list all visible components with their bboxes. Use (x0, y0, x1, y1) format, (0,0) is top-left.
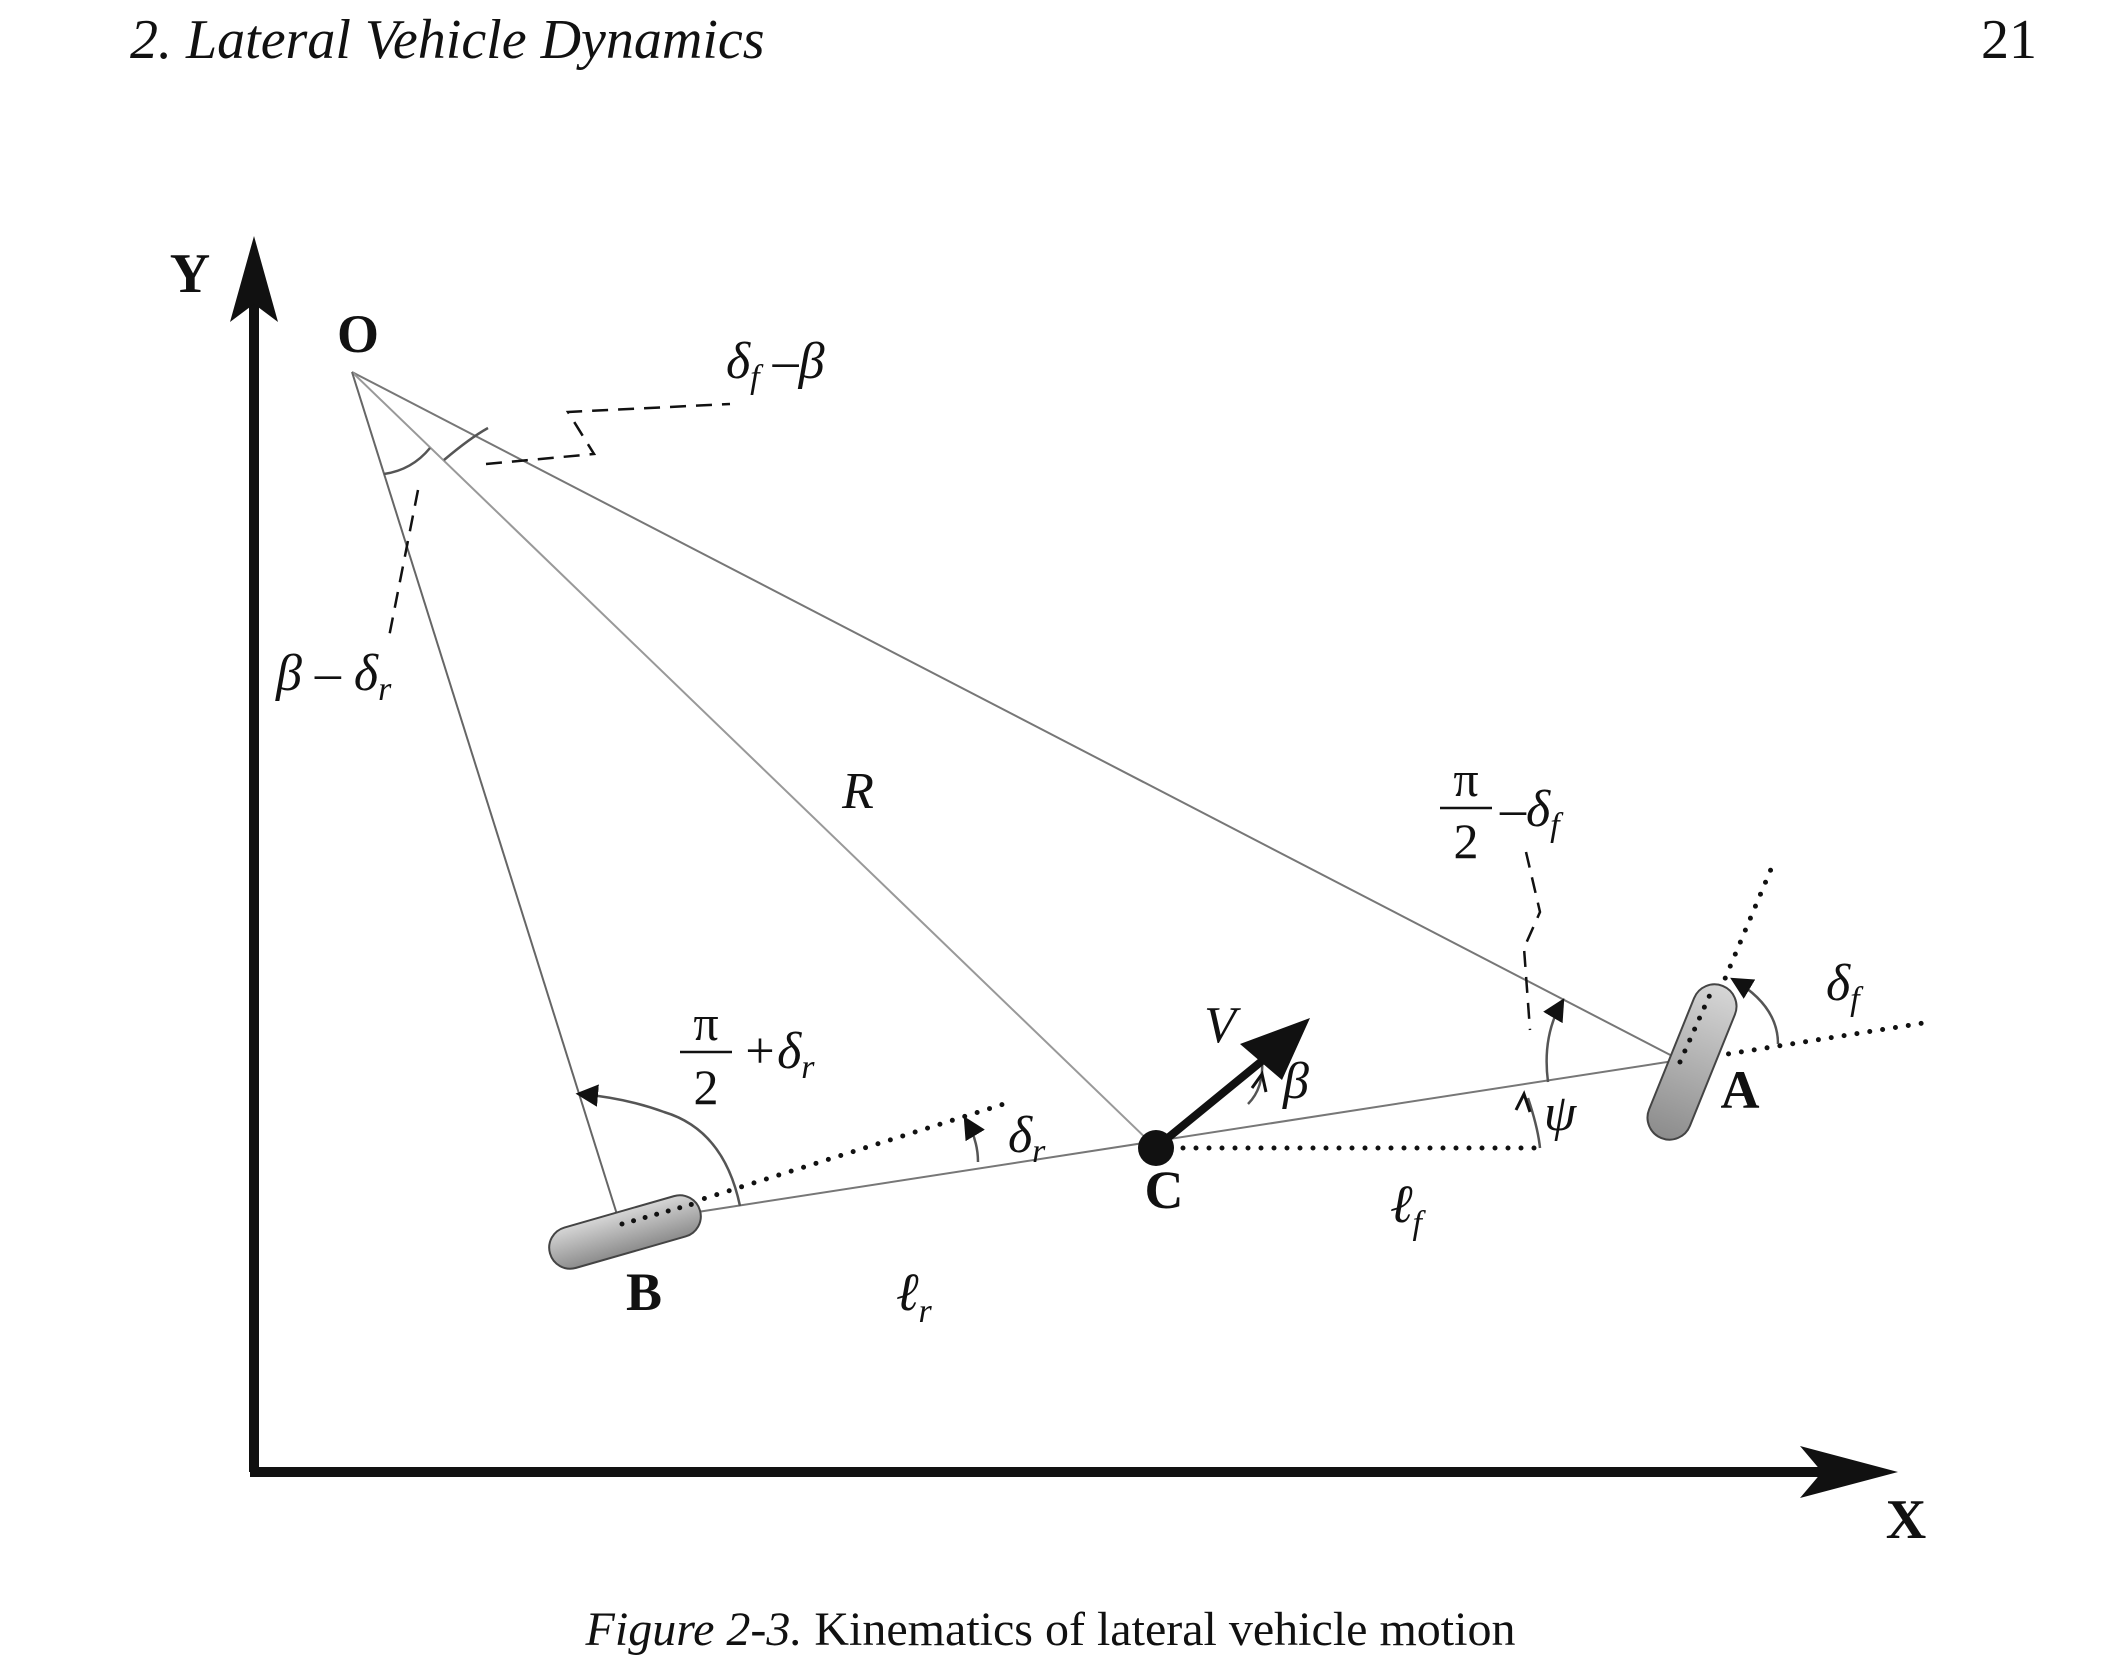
pi-plus-dr-denominator: 2 (694, 1059, 719, 1115)
arrowhead-beta (1250, 1070, 1268, 1093)
beta-minus-dr-main: β – δ (275, 645, 379, 702)
velocity-vector (1155, 1018, 1310, 1150)
pi-plus-dr-numerator: π (693, 995, 718, 1051)
front-wheel-direction (1687, 859, 1777, 1065)
pi-minus-df-denominator: 2 (1454, 813, 1479, 869)
running-title: 2. Lateral Vehicle Dynamics (130, 9, 765, 71)
lr-subscript: r (919, 1293, 933, 1330)
rear-wheel-dots (619, 1199, 703, 1227)
arc-delta-r (963, 1116, 985, 1163)
axis-extension-A (1687, 1019, 1933, 1063)
delta-r-subscript: r (1032, 1133, 1046, 1170)
pi-minus-df-numerator: π (1453, 751, 1478, 807)
delta-r-label: δr (1008, 1107, 1046, 1170)
df-minus-beta-label: δf –β (726, 333, 825, 396)
arc-df-minus-beta (443, 426, 489, 461)
pi-plus-dr-term: +δr (742, 1023, 815, 1086)
figure-caption-number: Figure 2-3. (585, 1603, 803, 1656)
beta-minus-dr-subscript: r (378, 671, 392, 708)
front-wheel-body (1646, 983, 1738, 1141)
center-of-gravity-dot (1138, 1130, 1174, 1166)
point-O-label: O (337, 304, 379, 364)
leader-df-minus-beta (485, 402, 731, 466)
rear-wheel-body (548, 1194, 702, 1270)
x-axis-arrowhead (1800, 1446, 1898, 1498)
point-C-label: C (1145, 1160, 1184, 1220)
beta-minus-dr-label: β – δr (275, 645, 392, 708)
line-O-B (351, 371, 621, 1225)
velocity-label: V (1204, 997, 1241, 1054)
df-minus-beta-rest: –β (760, 333, 825, 390)
front-wheel (1646, 983, 1738, 1141)
lf-symbol: ℓ (1390, 1174, 1413, 1234)
line-O-C (351, 371, 1157, 1149)
arrowhead-psi (1514, 1090, 1532, 1113)
page-number: 21 (1981, 9, 2037, 71)
pi-minus-df-delta: –δ (1499, 781, 1551, 838)
y-axis-arrowhead (230, 236, 278, 322)
velocity-arrow-shaft (1155, 1052, 1271, 1150)
axes: Y X (170, 236, 1926, 1551)
arc-beta-minus-dr (383, 447, 431, 476)
radius-label: R (841, 763, 874, 820)
delta-r-symbol: δ (1008, 1107, 1033, 1164)
pi-minus-df-term: –δf (1499, 781, 1564, 844)
beta-label: β (1282, 1053, 1309, 1110)
pi-over-2-minus-df-label: π 2 –δf (1440, 751, 1564, 869)
figure-caption-text: Kinematics of lateral vehicle motion (802, 1603, 1516, 1656)
velocity-arrowhead (1240, 1018, 1310, 1080)
lf-label: ℓf (1390, 1174, 1427, 1242)
pi-over-2-plus-dr-label: π 2 +δr (680, 995, 815, 1115)
leader-lines (386, 402, 1542, 1031)
arc-pi-plus-dr (575, 1084, 742, 1207)
lf-subscript: f (1413, 1205, 1427, 1242)
arc-delta-f (1730, 977, 1780, 1045)
front-wheel-dots (1677, 987, 1715, 1065)
figure-caption: Figure 2-3. Kinematics of lateral vehicl… (0, 1602, 2101, 1657)
lr-label: ℓr (896, 1262, 933, 1330)
pi-plus-dr-delta: +δ (742, 1023, 802, 1080)
y-axis-label: Y (170, 243, 210, 305)
line-O-A (351, 371, 1681, 1061)
rear-wheel (548, 1194, 702, 1270)
pi-minus-df-subscript: f (1550, 807, 1564, 844)
arc-pi-minus-df (1543, 998, 1565, 1083)
x-axis-label: X (1886, 1489, 1926, 1551)
leader-pi-minus-df (1522, 851, 1542, 1031)
geometry-lines (351, 371, 1681, 1225)
delta-f-symbol: δ (1826, 955, 1851, 1012)
psi-label: ψ (1544, 1085, 1578, 1142)
delta-f-subscript: f (1850, 981, 1864, 1018)
arc-psi (1526, 1097, 1542, 1149)
point-A-label: A (1721, 1060, 1760, 1120)
delta-f-label: δf (1826, 955, 1864, 1018)
wheel-dots (619, 987, 1715, 1227)
point-B-label: B (626, 1262, 662, 1322)
lr-symbol: ℓ (896, 1262, 919, 1322)
pi-plus-dr-subscript: r (801, 1049, 815, 1086)
df-minus-beta-delta: δ (726, 333, 751, 390)
